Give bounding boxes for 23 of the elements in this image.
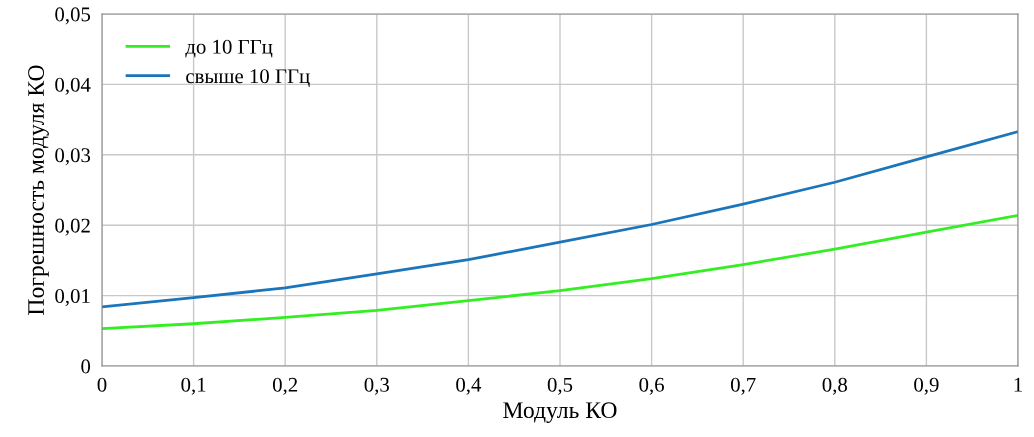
x-tick-label: 0,9 xyxy=(914,377,939,395)
x-tick-label: 1 xyxy=(1014,377,1022,392)
x-tick-label: 0 xyxy=(97,377,107,392)
x-tick-label: 0,6 xyxy=(639,377,664,395)
x-tick-label: 0,1 xyxy=(181,377,206,395)
x-tick-label: 0,7 xyxy=(730,377,756,395)
y-tick-label: 0,02 xyxy=(55,218,90,236)
x-tick-label: 0,3 xyxy=(364,377,390,395)
y-tick-label: 0,01 xyxy=(55,288,90,307)
legend-label: свыше 10 ГГц xyxy=(186,69,310,88)
y-tick-label: 0 xyxy=(81,359,91,374)
x-tick-label: 0,2 xyxy=(272,377,298,395)
line-series xyxy=(102,130,1018,309)
legend-label: до 10 ГГц xyxy=(185,39,273,58)
x-tick-label: 0,5 xyxy=(547,377,573,395)
y-axis-title: Погрешность модуля КО xyxy=(28,65,49,315)
x-tick-label: 0,8 xyxy=(822,377,848,395)
y-tick-label: 0,03 xyxy=(55,148,91,166)
line-series xyxy=(102,213,1018,331)
x-tick-label: 0,4 xyxy=(456,377,482,395)
y-tick-label: 0,05 xyxy=(55,7,91,25)
y-tick-label: 0,04 xyxy=(55,77,91,95)
x-axis-title: Модуль КО xyxy=(503,402,617,423)
